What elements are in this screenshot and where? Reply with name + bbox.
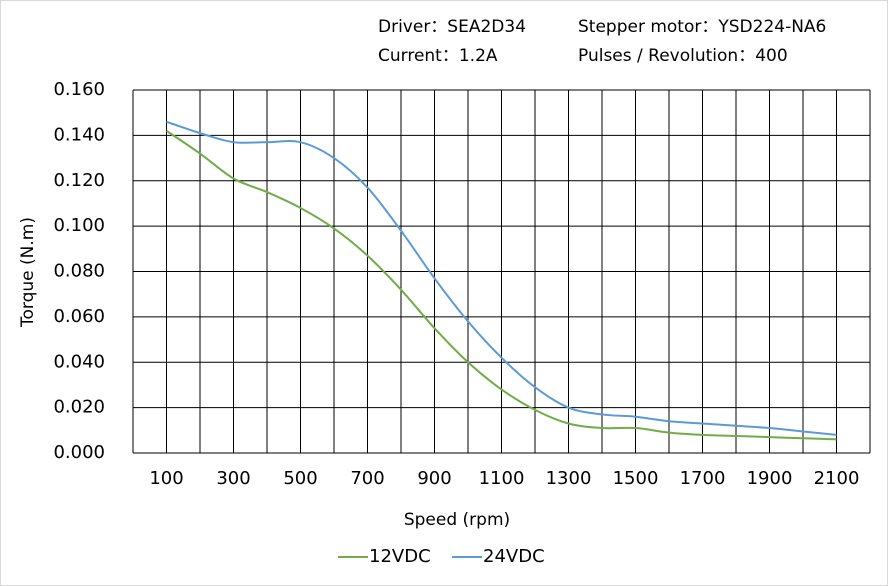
annotation: Current：1.2A <box>378 46 498 66</box>
x-tick-label: 1700 <box>680 468 726 489</box>
y-tick-label: 0.120 <box>53 170 105 191</box>
x-tick-label: 700 <box>350 468 384 489</box>
x-tick-label: 1900 <box>747 468 793 489</box>
y-axis-label: Torque (N.m) <box>18 217 38 328</box>
annotation: Driver：SEA2D34 <box>378 17 526 37</box>
x-tick-label: 2100 <box>814 468 860 489</box>
y-tick-label: 0.160 <box>53 79 105 100</box>
legend-label: 12VDC <box>369 546 431 567</box>
y-tick-label: 0.020 <box>53 397 105 418</box>
x-tick-label: 900 <box>417 468 451 489</box>
y-tick-label: 0.140 <box>53 124 105 145</box>
legend-label: 24VDC <box>483 546 545 567</box>
y-tick-label: 0.060 <box>53 306 105 327</box>
x-axis-label: Speed (rpm) <box>404 510 510 530</box>
annotation: Pulses / Revolution：400 <box>578 46 788 66</box>
data-line <box>166 120 837 436</box>
x-tick-label: 1500 <box>613 468 659 489</box>
data-line <box>165 130 837 441</box>
annotation: Stepper motor：YSD224-NA6 <box>578 17 826 37</box>
y-tick-label: 0.100 <box>53 215 105 236</box>
x-tick-label: 500 <box>283 468 317 489</box>
y-tick-label: 0.000 <box>53 442 105 463</box>
x-tick-label: 100 <box>149 468 183 489</box>
x-tick-label: 1300 <box>546 468 592 489</box>
y-tick-label: 0.080 <box>53 261 105 282</box>
y-tick-label: 0.040 <box>53 351 105 372</box>
x-tick-label: 300 <box>216 468 250 489</box>
x-tick-label: 1100 <box>479 468 525 489</box>
